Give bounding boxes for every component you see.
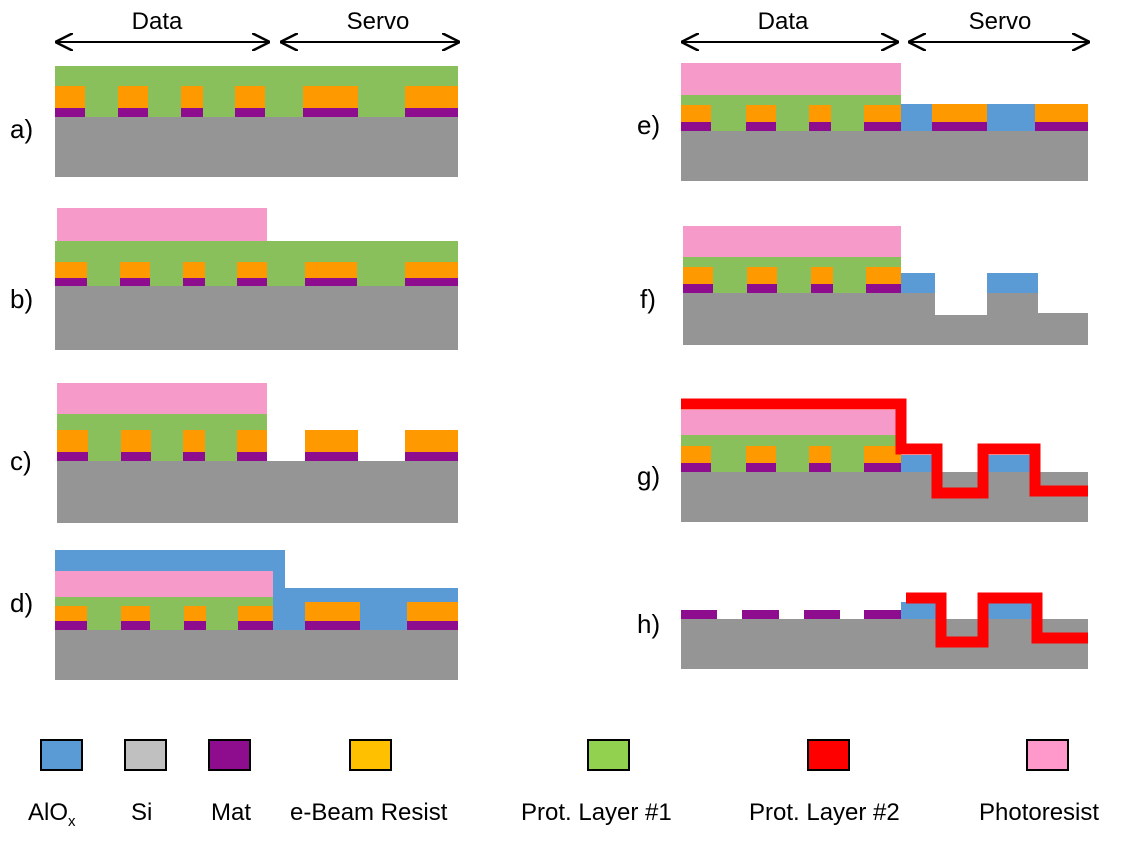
legend-item-alox: AlOx (28, 739, 83, 830)
legend-swatch-photoresist (1026, 739, 1069, 771)
si-substrate (55, 286, 458, 350)
si-substrate (683, 293, 1088, 345)
alox-pad (901, 455, 937, 472)
legend-label-mat: Mat (211, 799, 251, 826)
alox-pad (987, 455, 1038, 472)
step-label-c: c) (10, 446, 32, 476)
legend-label-alox: AlOx (28, 799, 76, 830)
photoresist-layer (681, 410, 901, 435)
legend-swatch-prot2 (807, 739, 850, 771)
si-substrate-body (681, 472, 1088, 522)
left-header: Data Servo (57, 8, 458, 42)
legend: AlOx Si Mat e-Beam Resist Prot. Layer #1… (28, 739, 1099, 830)
right-header: Data Servo (683, 8, 1088, 42)
photoresist-layer (683, 226, 901, 257)
alox-pad (987, 273, 1038, 293)
alox-pad (901, 602, 937, 619)
step-e: e) (637, 63, 1088, 181)
prot-layer-2 (906, 592, 1088, 648)
legend-label-prot2: Prot. Layer #2 (749, 799, 900, 826)
ebeam-resist-pads (57, 430, 458, 452)
photoresist-layer (57, 383, 267, 414)
step-h: h) (637, 592, 1088, 669)
legend-item-mat: Mat (208, 739, 251, 826)
legend-swatch-prot1 (587, 739, 630, 771)
legend-item-prot2: Prot. Layer #2 (749, 739, 900, 826)
legend-swatch-si (124, 739, 167, 771)
mat-pads (57, 452, 458, 461)
step-label-d: d) (10, 588, 33, 618)
photoresist-layer (55, 571, 273, 597)
ebeam-resist-pads (55, 86, 458, 108)
si-substrate (57, 461, 458, 523)
mat-pads (683, 284, 901, 293)
si-substrate (55, 117, 458, 177)
ebeam-resist-pads (55, 602, 458, 621)
mat-pads (55, 278, 458, 286)
legend-label-photoresist: Photoresist (979, 799, 1099, 826)
mat-pads (681, 122, 1088, 131)
legend-label-si: Si (131, 799, 152, 826)
servo-header-right: Servo (969, 8, 1032, 35)
prot-layer-1 (683, 257, 901, 293)
photoresist-layer (57, 208, 267, 241)
data-header-right: Data (758, 8, 809, 35)
legend-label-ebeam: e-Beam Resist (290, 799, 448, 826)
step-label-g: g) (637, 461, 660, 491)
legend-swatch-alox (40, 739, 83, 771)
ebeam-resist-pads (683, 267, 901, 284)
mat-pads (681, 463, 901, 472)
mat-pads (55, 108, 458, 117)
legend-item-photoresist: Photoresist (979, 739, 1099, 826)
step-g: g) (637, 398, 1088, 522)
step-d: d) (10, 550, 458, 680)
step-f: f) (640, 226, 1088, 345)
step-a: a) (10, 66, 458, 177)
step-c: c) (10, 383, 458, 523)
ebeam-resist-pads (55, 262, 458, 278)
prot-layer-2 (681, 398, 1088, 499)
ebeam-resist-pads (681, 104, 1088, 122)
step-b: b) (10, 208, 458, 350)
mat-pads (55, 621, 458, 630)
mat-pads (681, 610, 901, 619)
si-substrate (681, 131, 1088, 181)
step-label-e: e) (637, 110, 660, 140)
photoresist-layer (681, 63, 901, 95)
step-label-a: a) (10, 114, 33, 144)
si-substrate (55, 630, 458, 680)
legend-item-prot1: Prot. Layer #1 (521, 739, 672, 826)
legend-item-ebeam: e-Beam Resist (290, 739, 448, 826)
ebeam-resist-pads (681, 446, 901, 463)
prot-layer-1 (55, 597, 273, 630)
legend-swatch-mat (208, 739, 251, 771)
step-label-h: h) (637, 609, 660, 639)
step-label-b: b) (10, 284, 33, 314)
legend-swatch-ebeam (349, 739, 392, 771)
prot-layer-1 (57, 414, 267, 461)
step-label-f: f) (640, 284, 656, 314)
legend-item-si: Si (124, 739, 167, 826)
alox-pad (901, 273, 935, 293)
data-header-left: Data (132, 8, 183, 35)
legend-label-prot1: Prot. Layer #1 (521, 799, 672, 826)
servo-header-left: Servo (347, 8, 410, 35)
alox-pad (987, 602, 1038, 619)
si-substrate (681, 619, 1088, 669)
